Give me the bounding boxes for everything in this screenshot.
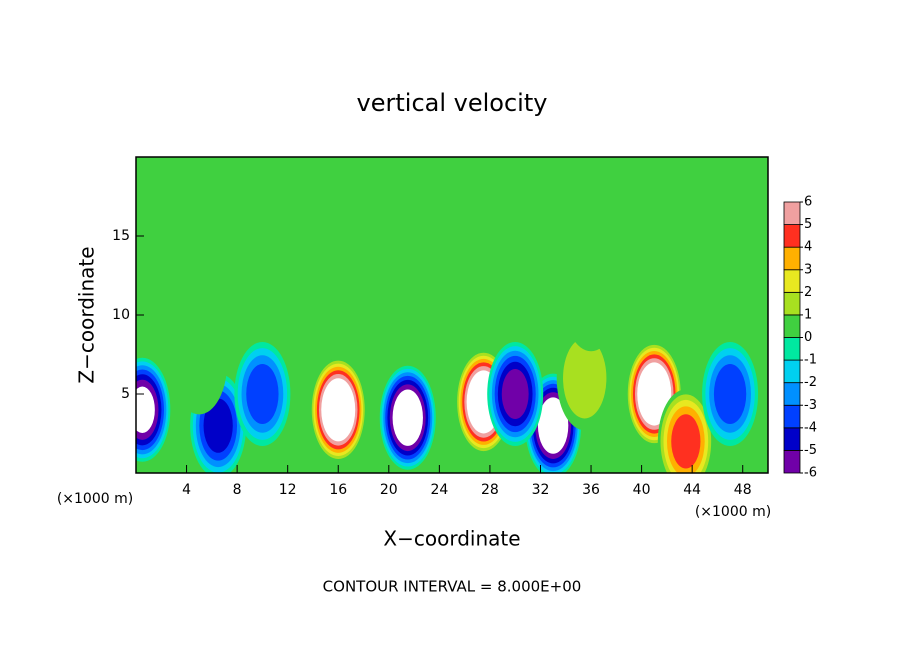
field-cell <box>379 365 436 470</box>
colorbar-band <box>783 359 801 384</box>
contour-band <box>643 373 666 415</box>
colorbar-band <box>783 382 801 406</box>
contour-band <box>327 389 350 431</box>
field <box>136 157 768 473</box>
x-tick-label: 4 <box>182 482 191 498</box>
x-axis-label: X−coordinate <box>383 527 520 551</box>
colorbar-band <box>783 314 801 338</box>
x-tick-label: 44 <box>683 482 701 498</box>
colorbar-label: -5 <box>804 443 817 458</box>
y-tick-label: 15 <box>112 228 130 244</box>
x-tick-label: 40 <box>633 482 651 498</box>
field-cell <box>136 357 171 462</box>
y-axis-label: Z−coordinate <box>75 246 99 383</box>
contour-band <box>171 310 228 415</box>
contour-band <box>713 363 747 425</box>
colorbar-band <box>783 224 801 248</box>
x-unit: (×1000 m) <box>695 504 771 520</box>
colorbar-band <box>783 269 801 293</box>
y-tick-label: 10 <box>112 307 130 323</box>
colorbar-label: -3 <box>804 398 817 413</box>
x-unit: (×1000 m) <box>57 491 133 507</box>
contour-band <box>563 247 620 352</box>
colorbar-label: -1 <box>804 353 817 368</box>
chart-title: vertical velocity <box>357 89 548 117</box>
colorbar-band <box>783 337 801 361</box>
x-tick-label: 28 <box>481 482 499 498</box>
contour-band <box>563 337 607 419</box>
colorbar-label: 6 <box>804 195 812 210</box>
x-tick-label: 16 <box>329 482 347 498</box>
colorbar-label: 2 <box>804 285 812 300</box>
colorbar-label: -6 <box>804 466 817 481</box>
colorbar-band <box>783 291 801 316</box>
colorbar-label: 4 <box>804 240 812 255</box>
y-tick-label: 5 <box>121 386 130 402</box>
field-cell <box>171 310 228 415</box>
contour-band <box>541 403 565 448</box>
x-tick-label: 8 <box>233 482 242 498</box>
x-tick-label: 32 <box>532 482 550 498</box>
contour-band <box>246 363 279 425</box>
field-cell <box>563 247 620 352</box>
field-cell <box>234 342 291 446</box>
field-cell <box>702 342 759 446</box>
colorbar-band <box>783 246 801 271</box>
contour-band <box>203 398 233 453</box>
contour-note: CONTOUR INTERVAL = 8.000E+00 <box>323 578 582 596</box>
x-tick-label: 48 <box>734 482 752 498</box>
colorbar-band <box>783 450 801 474</box>
field-cell <box>556 326 613 431</box>
field-cell <box>310 357 367 462</box>
colorbar-label: 0 <box>804 330 812 345</box>
colorbar-label: -2 <box>804 375 817 390</box>
x-tick-label: 20 <box>380 482 398 498</box>
colorbar-label: 1 <box>804 307 812 322</box>
field-cell <box>657 389 714 473</box>
contour-band <box>671 414 701 469</box>
colorbar-label: -4 <box>804 420 817 435</box>
x-tick-label: 12 <box>279 482 297 498</box>
colorbar-label: 5 <box>804 217 812 232</box>
colorbar-band <box>783 404 801 429</box>
contour-band <box>395 395 420 440</box>
field-cell <box>487 342 544 446</box>
contour-band <box>501 369 529 419</box>
x-tick-label: 36 <box>582 482 600 498</box>
colorbar-band <box>783 201 801 225</box>
x-tick-label: 24 <box>430 482 448 498</box>
colorbar-label: 3 <box>804 262 812 277</box>
colorbar-band <box>783 427 801 451</box>
contour-band <box>136 386 155 434</box>
